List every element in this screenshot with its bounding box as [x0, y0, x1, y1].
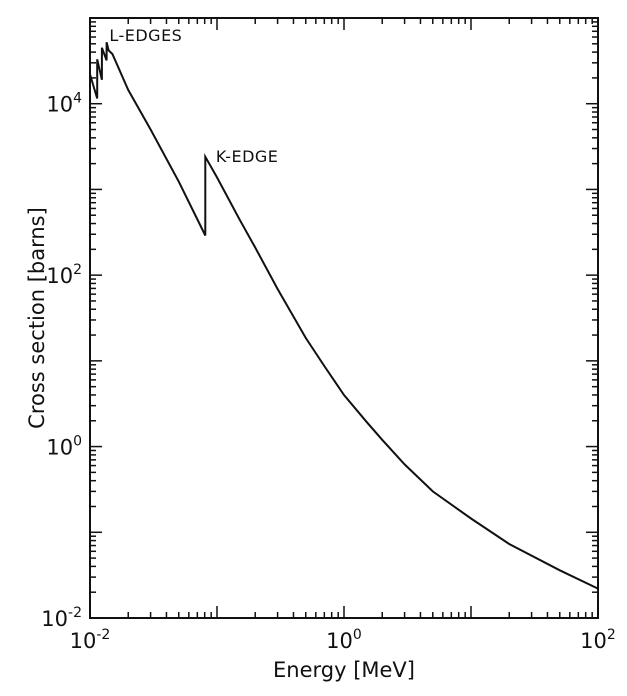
axis-tick-labels: 10-2 100 102 10-2 100 102 104 — [41, 91, 616, 653]
x-tick-label: 10-2 — [70, 627, 111, 653]
series-line — [89, 42, 599, 590]
x-tick-label: 102 — [580, 627, 616, 653]
y-axis-label: Cross section [barns] — [25, 207, 49, 429]
y-tick-label: 102 — [46, 262, 82, 288]
x-axis-label: Energy [MeV] — [273, 658, 415, 682]
annotation-k-edge: K-EDGE — [216, 147, 279, 166]
y-tick-label: 10-2 — [41, 605, 82, 631]
y-tick-label: 104 — [46, 91, 82, 117]
axis-ticks — [89, 17, 599, 619]
annotation-l-edges: L-EDGES — [109, 26, 182, 45]
plot-frame — [89, 17, 599, 619]
x-tick-label: 100 — [326, 627, 362, 653]
y-tick-label: 100 — [46, 434, 82, 460]
